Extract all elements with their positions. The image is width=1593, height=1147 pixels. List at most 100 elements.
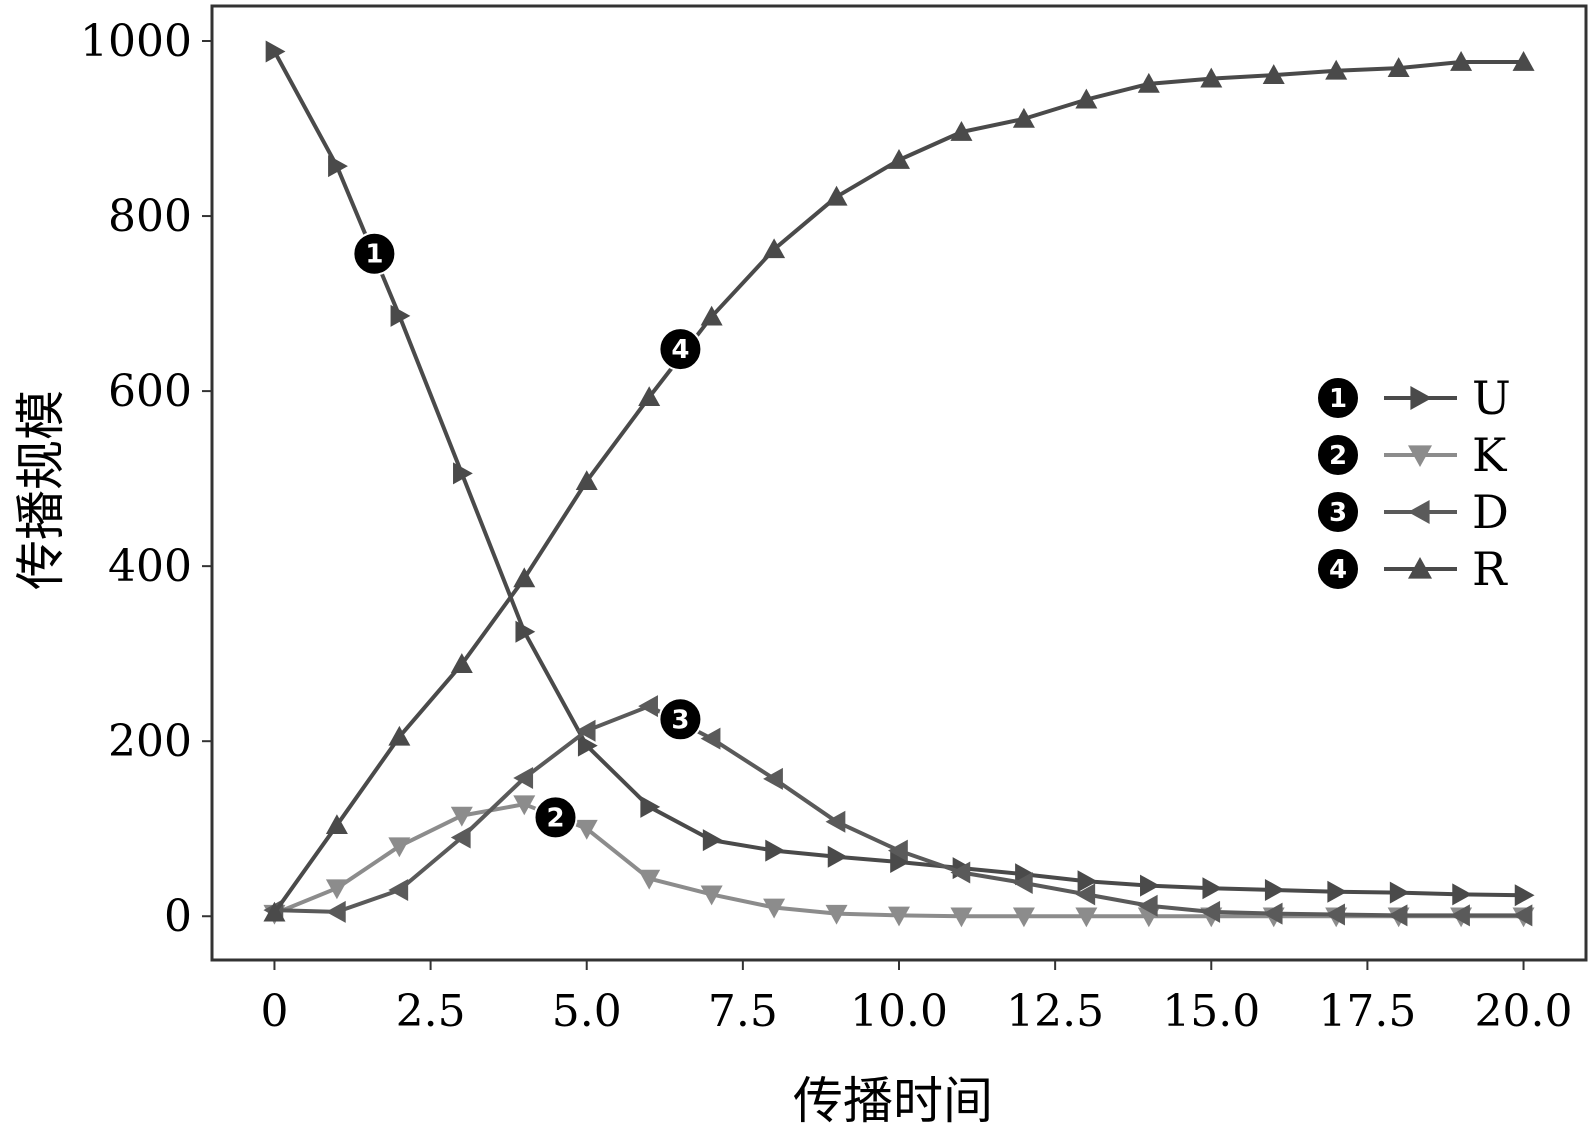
legend-badge-circle bbox=[1316, 433, 1360, 477]
series-D bbox=[263, 695, 1533, 927]
data-point bbox=[1452, 883, 1473, 906]
legend-label: U bbox=[1472, 371, 1511, 425]
legend-badge-circle bbox=[1316, 376, 1360, 420]
data-point bbox=[1012, 871, 1033, 894]
x-tick-label: 17.5 bbox=[1318, 986, 1416, 1037]
data-point bbox=[263, 901, 286, 922]
y-tick-label: 0 bbox=[164, 891, 192, 942]
legend-label: R bbox=[1472, 542, 1508, 596]
data-point bbox=[700, 305, 723, 326]
data-point bbox=[700, 727, 721, 750]
data-point bbox=[700, 885, 723, 906]
data-point bbox=[265, 40, 286, 63]
data-point bbox=[1262, 64, 1285, 84]
data-point bbox=[325, 814, 348, 835]
data-point bbox=[1137, 894, 1158, 917]
data-point bbox=[1200, 900, 1221, 923]
data-point bbox=[1387, 904, 1408, 927]
data-point bbox=[1012, 107, 1035, 128]
y-tick-label: 800 bbox=[108, 191, 192, 242]
x-tick-label: 2.5 bbox=[396, 986, 466, 1037]
x-tick-label: 12.5 bbox=[1006, 986, 1104, 1037]
data-point bbox=[1389, 881, 1410, 904]
data-point bbox=[575, 819, 598, 840]
badge-number: 4 bbox=[671, 335, 689, 365]
data-point bbox=[513, 567, 536, 588]
curve-badge: 2 bbox=[533, 795, 578, 840]
curve-badge: 1 bbox=[352, 231, 397, 276]
data-point bbox=[325, 900, 346, 923]
data-point bbox=[1140, 874, 1160, 897]
legend-badge-circle bbox=[1316, 490, 1360, 534]
y-tick-label: 200 bbox=[108, 716, 192, 767]
data-point bbox=[577, 734, 598, 757]
badge-circle bbox=[658, 327, 703, 372]
series-line bbox=[272, 60, 1524, 914]
legend-swatch-marker bbox=[1410, 386, 1432, 410]
series-R bbox=[263, 51, 1535, 922]
data-point bbox=[390, 304, 411, 327]
badge-circle bbox=[352, 231, 397, 276]
legend-label: K bbox=[1472, 428, 1508, 482]
data-point bbox=[950, 907, 973, 928]
data-point bbox=[388, 837, 411, 858]
x-tick-label: 10.0 bbox=[850, 986, 948, 1037]
data-point bbox=[450, 653, 473, 673]
data-point bbox=[1325, 59, 1348, 80]
legend-badge-number: 3 bbox=[1329, 498, 1347, 528]
y-tick-label: 400 bbox=[108, 541, 192, 592]
data-point bbox=[388, 725, 411, 746]
x-tick-label: 15.0 bbox=[1162, 986, 1260, 1037]
data-point bbox=[1137, 72, 1160, 93]
data-point bbox=[328, 155, 348, 178]
data-point bbox=[763, 238, 786, 259]
data-point bbox=[888, 149, 910, 169]
data-point bbox=[825, 904, 848, 925]
data-point bbox=[1200, 67, 1223, 88]
data-point bbox=[640, 795, 661, 818]
data-point bbox=[1264, 878, 1285, 901]
data-point bbox=[450, 806, 473, 827]
legend-swatch-marker bbox=[1408, 445, 1432, 467]
data-point bbox=[575, 719, 596, 742]
x-tick-label: 7.5 bbox=[708, 986, 778, 1037]
data-point bbox=[325, 879, 348, 900]
data-point bbox=[1075, 883, 1096, 906]
badge-number: 3 bbox=[671, 705, 689, 735]
data-point bbox=[888, 839, 908, 862]
legend-badge-number: 4 bbox=[1329, 555, 1347, 585]
data-point bbox=[1512, 904, 1533, 927]
y-tick-label: 1000 bbox=[80, 16, 192, 67]
data-point bbox=[1012, 907, 1035, 928]
data-point bbox=[1325, 903, 1345, 926]
series-layer bbox=[263, 40, 1535, 928]
data-point bbox=[825, 810, 846, 833]
data-point bbox=[702, 829, 723, 852]
data-point bbox=[1077, 870, 1098, 893]
data-point bbox=[1327, 880, 1348, 903]
data-point bbox=[763, 898, 786, 919]
data-point bbox=[950, 861, 971, 884]
data-point bbox=[950, 121, 973, 141]
legend-swatch-marker bbox=[1408, 557, 1432, 579]
legend-badge-number: 2 bbox=[1329, 441, 1347, 471]
annotation-layer: 1 2 3 4 bbox=[352, 231, 703, 840]
legend-badge-circle bbox=[1316, 547, 1360, 591]
data-point bbox=[1202, 877, 1223, 900]
badge-circle bbox=[658, 697, 703, 742]
badge-number: 2 bbox=[546, 803, 564, 833]
data-point bbox=[513, 766, 534, 789]
data-point bbox=[888, 906, 910, 927]
data-point bbox=[1075, 907, 1098, 928]
data-point bbox=[890, 850, 910, 873]
y-axis-title: 传播规模 bbox=[12, 390, 70, 590]
data-point bbox=[1514, 884, 1535, 907]
data-point bbox=[638, 869, 661, 890]
data-point bbox=[388, 878, 409, 901]
data-point bbox=[765, 839, 786, 862]
data-point bbox=[763, 767, 783, 790]
